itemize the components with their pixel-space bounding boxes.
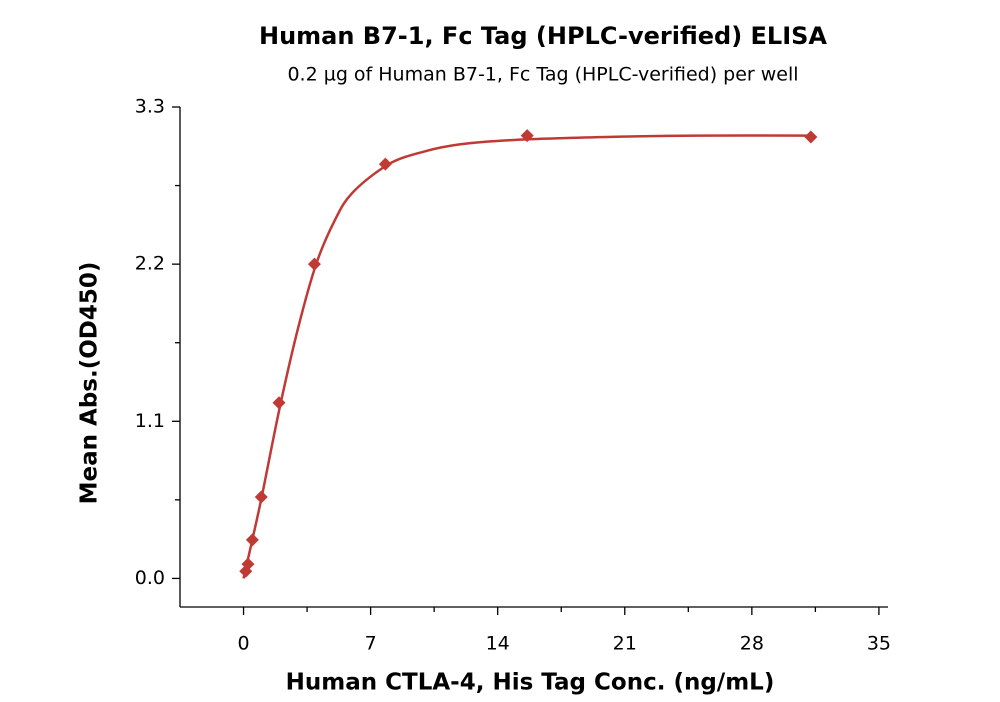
x-tick-label: 35	[867, 633, 891, 655]
data-point	[245, 533, 259, 547]
x-axis-label: Human CTLA-4, His Tag Conc. (ng/mL)	[286, 670, 775, 696]
data-point	[520, 129, 534, 143]
data-point	[254, 490, 268, 504]
y-tick-label: 1.1	[135, 410, 165, 432]
chart-title: Human B7-1, Fc Tag (HPLC-verified) ELISA	[259, 22, 827, 50]
x-tick-label: 0	[237, 633, 249, 655]
x-tick-label: 28	[740, 633, 764, 655]
y-tick-label: 2.2	[135, 253, 165, 275]
data-point	[241, 557, 255, 571]
data-point	[804, 130, 818, 144]
fit-line	[242, 134, 811, 579]
data-point	[378, 157, 392, 171]
data-point	[307, 257, 321, 271]
x-tick-label: 7	[365, 633, 377, 655]
y-axis-label: Mean Abs.(OD450)	[77, 262, 103, 505]
x-tick-label: 14	[486, 633, 510, 655]
data-point	[272, 396, 286, 410]
y-tick-label: 3.3	[135, 96, 165, 118]
y-tick-label: 0.0	[135, 567, 165, 589]
x-tick-label: 21	[613, 633, 637, 655]
chart-subtitle: 0.2 µg of Human B7-1, Fc Tag (HPLC-verif…	[287, 64, 798, 86]
